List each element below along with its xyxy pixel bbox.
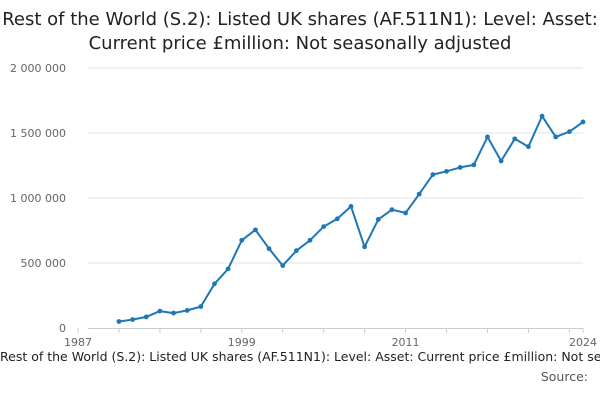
y-tick-label: 1 000 000 [10,192,66,205]
data-point [307,237,313,243]
data-point [444,168,449,174]
data-point [498,158,504,164]
data-point [171,310,176,316]
data-point [266,246,272,252]
y-tick-label: 500 000 [21,257,67,270]
data-point [184,308,190,313]
y-tick-label: 0 [59,322,66,335]
data-point [321,224,327,230]
data-point [539,113,545,119]
data-point [130,317,135,322]
data-point [375,217,381,222]
data-point [280,263,286,268]
legend-series-label: Rest of the World (S.2): Listed UK share… [0,349,600,364]
data-point [348,204,354,209]
data-point [389,207,395,213]
data-point [143,314,149,320]
data-point [403,210,408,216]
data-point [566,129,572,135]
data-point [416,191,422,197]
data-point [580,119,586,125]
data-point [512,136,518,142]
data-point [526,144,531,150]
y-tick-label: 1 500 000 [10,127,66,140]
data-point [157,308,163,314]
source-label: Source: [540,369,588,384]
data-point [471,162,477,168]
data-point [198,304,204,309]
y-tick-label: 2 000 000 [10,62,66,75]
x-tick-label: 1987 [64,336,92,349]
data-point [485,134,490,140]
chart-title: Rest of the World (S.2): Listed UK share… [2,9,598,54]
data-point [253,227,258,233]
data-point [239,237,245,243]
data-point [553,134,559,140]
data-point [293,248,299,254]
data-point [212,281,217,287]
x-tick-label: 1999 [228,336,256,349]
series-line [118,115,584,323]
x-tick-label: 2011 [392,336,420,349]
data-point [225,266,231,272]
x-tick-label: 2024 [569,336,597,349]
data-point [430,172,436,178]
data-point [116,319,122,324]
data-point [362,244,368,250]
data-point [457,165,463,170]
data-point [334,216,340,222]
